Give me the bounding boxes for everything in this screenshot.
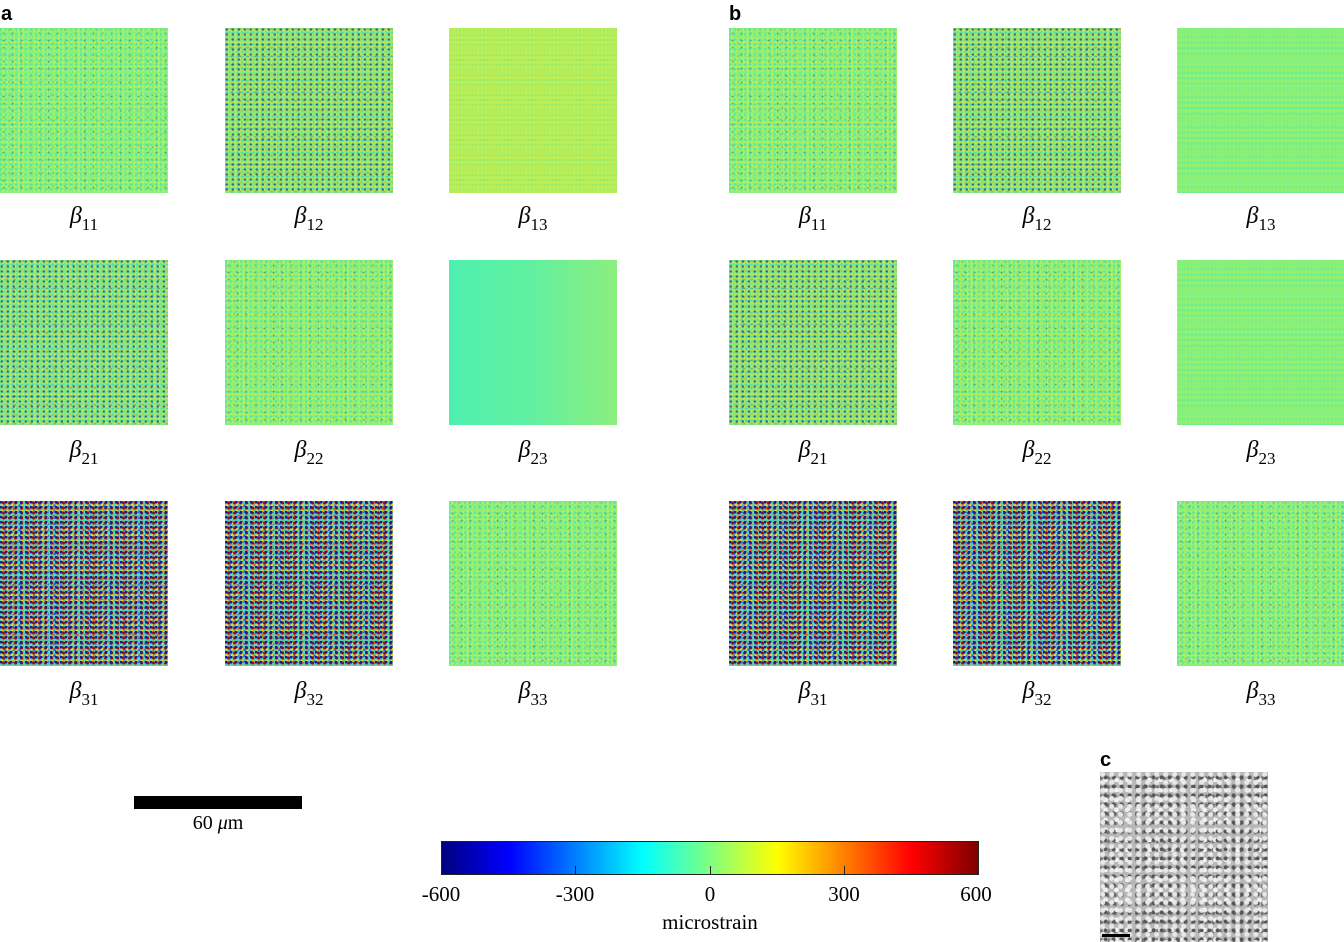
map-label-beta32: β32 <box>225 678 393 713</box>
strain-map-beta31 <box>0 501 168 666</box>
beta-subscript: 32 <box>306 690 324 709</box>
strain-map-beta33 <box>1177 501 1344 666</box>
strain-map-beta21 <box>0 260 168 425</box>
beta-subscript: 32 <box>1034 690 1052 709</box>
strain-map-beta31 <box>729 501 897 666</box>
beta-symbol: β <box>69 203 82 229</box>
panel-letter-c: c <box>1100 749 1112 771</box>
colorbar-tick-label: -300 <box>555 882 595 906</box>
beta-subscript: 33 <box>530 690 548 709</box>
beta-subscript: 31 <box>81 690 99 709</box>
beta-symbol: β <box>798 678 811 704</box>
beta-subscript: 13 <box>1258 215 1276 234</box>
strain-map-beta12 <box>225 28 393 193</box>
beta-subscript: 21 <box>810 449 828 468</box>
colorbar-tick-label: -600 <box>421 882 461 906</box>
map-label-beta13: β13 <box>1177 203 1344 238</box>
beta-subscript: 21 <box>81 449 99 468</box>
beta-symbol: β <box>294 437 307 463</box>
beta-subscript: 22 <box>306 449 324 468</box>
beta-subscript: 33 <box>1258 690 1276 709</box>
scale-unit-m: m <box>227 812 244 834</box>
strain-map-beta21 <box>729 260 897 425</box>
panel-letter-a: a <box>1 3 13 25</box>
beta-symbol: β <box>1022 437 1035 463</box>
strain-map-beta12 <box>953 28 1121 193</box>
strain-map-beta13 <box>449 28 617 193</box>
map-label-beta33: β33 <box>1177 678 1344 713</box>
beta-symbol: β <box>1022 678 1035 704</box>
colorbar-tick <box>844 866 845 874</box>
strain-map-beta32 <box>225 501 393 666</box>
beta-subscript: 11 <box>81 215 99 234</box>
strain-map-beta22 <box>953 260 1121 425</box>
beta-symbol: β <box>1022 203 1035 229</box>
map-label-beta23: β23 <box>449 437 617 472</box>
beta-symbol: β <box>798 437 811 463</box>
map-label-beta33: β33 <box>449 678 617 713</box>
scale-value: 60 <box>192 812 213 834</box>
beta-symbol: β <box>798 203 811 229</box>
panel-letter-b: b <box>729 3 742 25</box>
map-label-beta12: β12 <box>225 203 393 238</box>
beta-subscript: 31 <box>810 690 828 709</box>
strain-map-beta13 <box>1177 28 1344 193</box>
map-label-beta12: β12 <box>953 203 1121 238</box>
beta-symbol: β <box>1246 678 1259 704</box>
map-label-beta22: β22 <box>953 437 1121 472</box>
beta-symbol: β <box>69 437 82 463</box>
scale-bar-label: 60 μm <box>134 812 302 835</box>
strain-map-beta11 <box>729 28 897 193</box>
beta-symbol: β <box>1246 437 1259 463</box>
micrograph-image <box>1100 772 1268 942</box>
strain-map-beta32 <box>953 501 1121 666</box>
scale-bar <box>134 796 302 809</box>
beta-symbol: β <box>518 437 531 463</box>
map-label-beta32: β32 <box>953 678 1121 713</box>
colorbar <box>441 841 979 875</box>
colorbar-tick-label: 0 <box>704 882 716 906</box>
colorbar-title: microstrain <box>662 910 758 934</box>
beta-subscript: 11 <box>810 215 828 234</box>
map-label-beta21: β21 <box>729 437 897 472</box>
scale-unit-mu: μ <box>217 812 228 834</box>
strain-map-beta23 <box>449 260 617 425</box>
strain-map-beta33 <box>449 501 617 666</box>
beta-symbol: β <box>518 203 531 229</box>
beta-symbol: β <box>69 678 82 704</box>
colorbar-tick-label: 600 <box>960 882 992 906</box>
map-label-beta13: β13 <box>449 203 617 238</box>
map-label-beta23: β23 <box>1177 437 1344 472</box>
beta-subscript: 12 <box>1034 215 1052 234</box>
map-label-beta31: β31 <box>0 678 168 713</box>
colorbar-tick <box>575 866 576 874</box>
beta-symbol: β <box>294 678 307 704</box>
beta-subscript: 23 <box>1258 449 1276 468</box>
map-label-beta31: β31 <box>729 678 897 713</box>
beta-symbol: β <box>1246 203 1259 229</box>
map-label-beta21: β21 <box>0 437 168 472</box>
map-label-beta11: β11 <box>0 203 168 238</box>
beta-symbol: β <box>294 203 307 229</box>
beta-subscript: 23 <box>530 449 548 468</box>
beta-symbol: β <box>518 678 531 704</box>
strain-map-beta23 <box>1177 260 1344 425</box>
strain-map-beta22 <box>225 260 393 425</box>
map-label-beta11: β11 <box>729 203 897 238</box>
beta-subscript: 12 <box>306 215 324 234</box>
strain-map-beta11 <box>0 28 168 193</box>
map-label-beta22: β22 <box>225 437 393 472</box>
colorbar-tick-label: 300 <box>828 882 860 906</box>
beta-subscript: 22 <box>1034 449 1052 468</box>
beta-subscript: 13 <box>530 215 548 234</box>
colorbar-tick <box>710 866 711 874</box>
micrograph-scale-bar <box>1102 934 1130 937</box>
